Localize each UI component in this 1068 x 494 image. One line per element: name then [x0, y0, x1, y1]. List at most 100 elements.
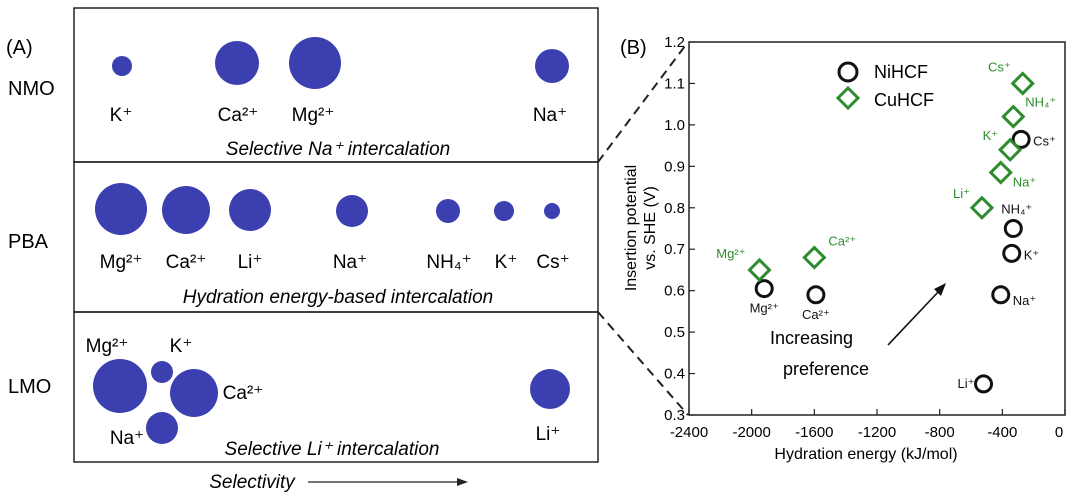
y-tick-label: 0.5	[664, 324, 685, 341]
y-tick-label: 0.4	[664, 366, 685, 383]
x-tick-label: -1600	[795, 424, 833, 441]
y-tick-label: 1.1	[664, 75, 685, 92]
point-nihcf	[1003, 219, 1023, 238]
sphere-pba-na	[336, 195, 368, 227]
sphere-pba-nh4	[436, 199, 460, 223]
ion-label-lmo-na: Na⁺	[110, 428, 144, 449]
sphere-pba-mg	[95, 183, 147, 235]
x-axis: -2400 -2000 -1600 -1200 -800 -400 0	[670, 409, 1066, 441]
point-nihcf	[1011, 129, 1031, 149]
sphere-lmo-k	[151, 361, 173, 383]
ion-label-pba-li: Li⁺	[238, 252, 263, 273]
y-tick-label: 0.3	[664, 407, 685, 424]
y-tick-label: 0.6	[664, 283, 685, 300]
sphere-pba-li	[229, 189, 271, 231]
legend-marker-cuhcf	[835, 85, 861, 111]
legend: NiHCF CuHCF	[835, 61, 934, 111]
caption-pba: Hydration energy-based intercalation	[183, 287, 494, 308]
point-label-nihcf: Li⁺	[958, 376, 975, 391]
point-label-cuhcf: Cs⁺	[988, 59, 1011, 74]
ion-label-lmo-ca: Ca²⁺	[223, 383, 264, 404]
point-label-cuhcf: Mg²⁺	[716, 246, 745, 261]
legend-label-cuhcf: CuHCF	[874, 90, 934, 110]
y-tick-label: 0.8	[664, 200, 685, 217]
x-axis-title: Hydration energy (kJ/mol)	[774, 446, 957, 463]
point-nihcf	[806, 285, 826, 305]
point-label-cuhcf: K⁺	[983, 128, 999, 143]
sphere-pba-k	[494, 201, 514, 221]
point-label-cuhcf: Ca²⁺	[828, 234, 856, 249]
caption-lmo: Selective Li⁺ intercalation	[225, 439, 440, 460]
ion-label-nmo-ca: Ca²⁺	[218, 105, 259, 126]
point-cuhcf	[969, 195, 995, 220]
ion-label-lmo-mg: Mg²⁺	[86, 336, 129, 357]
point-cuhcf	[988, 160, 1013, 185]
row-label-lmo: LMO	[8, 376, 51, 398]
caption-nmo: Selective Na⁺ intercalation	[226, 139, 450, 160]
x-tick-label: -2000	[732, 424, 770, 441]
point-label-cuhcf: NH₄⁺	[1025, 95, 1056, 110]
selectivity-label: Selectivity	[209, 472, 296, 493]
x-tick-label: 0	[1055, 424, 1063, 441]
ion-label-nmo-mg: Mg²⁺	[292, 105, 335, 126]
annotation-arrowhead	[934, 283, 946, 296]
row-label-nmo: NMO	[8, 78, 55, 100]
point-cuhcf	[802, 245, 827, 270]
point-nihcf	[1002, 243, 1022, 263]
point-label-nihcf: Cs⁺	[1033, 133, 1056, 148]
panel-a: (A) NMO PBA LMO K⁺ Ca²⁺ Mg²⁺ Na⁺ Selecti…	[6, 7, 599, 493]
chart-panel-b: (B) 0.3 0.4 0.5 0.6 0.7 0.8 0.9 1.0 1.1 1.2 -2400…	[620, 34, 1066, 463]
ion-label-pba-k: K⁺	[495, 252, 518, 273]
point-cuhcf	[998, 137, 1023, 162]
y-tick-label: 0.9	[664, 158, 685, 175]
selectivity-arrowhead	[457, 478, 468, 486]
ion-label-lmo-li: Li⁺	[536, 424, 561, 445]
zoom-line-top	[597, 41, 689, 163]
legend-marker-nihcf	[837, 61, 859, 83]
ion-label-nmo-na: Na⁺	[533, 105, 567, 126]
y-tick-label: 1.0	[664, 117, 685, 134]
point-cuhcf	[1001, 104, 1026, 129]
point-nihcf	[754, 279, 774, 299]
sphere-lmo-na	[146, 412, 178, 444]
zoom-line-bottom	[597, 311, 689, 416]
sphere-nmo-mg	[289, 37, 341, 89]
point-label-nihcf: Mg²⁺	[750, 301, 779, 316]
ion-label-pba-nh4: NH₄⁺	[426, 252, 471, 273]
ion-label-pba-cs: Cs⁺	[536, 252, 569, 273]
point-label-nihcf: NH₄⁺	[1001, 202, 1032, 217]
row-label-pba: PBA	[8, 231, 49, 253]
ion-label-nmo-k: K⁺	[110, 105, 133, 126]
ion-label-pba-na: Na⁺	[333, 252, 367, 273]
panel-a-label: (A)	[6, 37, 33, 59]
annotation-line2: preference	[783, 359, 869, 379]
sphere-lmo-li	[530, 369, 570, 409]
point-cuhcf	[1010, 71, 1035, 96]
sphere-nmo-ca	[215, 41, 259, 85]
y-tick-label: 1.2	[664, 34, 685, 51]
y-axis-title-line1: Insertion potential	[623, 165, 640, 291]
legend-label-nihcf: NiHCF	[874, 62, 928, 82]
point-label-cuhcf: Li⁺	[953, 186, 970, 201]
annotation-line1: Increasing	[770, 328, 853, 348]
sphere-pba-cs	[544, 203, 560, 219]
annotation-arrow	[887, 289, 941, 346]
ion-label-pba-ca: Ca²⁺	[166, 252, 207, 273]
data-points: Mg²⁺ Ca²⁺ Li⁺ Na⁺ K⁺ NH₄⁺ Cs⁺ Mg²⁺ Ca²⁺ Li⁺ Na⁺ K⁺ N…	[716, 59, 1056, 394]
point-nihcf	[974, 374, 994, 394]
point-label-nihcf: Ca²⁺	[802, 307, 830, 322]
x-tick-label: -800	[925, 424, 955, 441]
sphere-lmo-ca	[170, 369, 218, 417]
x-tick-label: -2400	[670, 424, 708, 441]
sphere-nmo-k	[112, 56, 132, 76]
x-tick-label: -400	[987, 424, 1017, 441]
ion-label-lmo-k: K⁺	[170, 336, 193, 357]
sphere-pba-ca	[162, 186, 210, 234]
sphere-lmo-mg	[93, 359, 147, 413]
y-axis-title-line2: vs. SHE (V)	[642, 186, 659, 270]
x-tick-label: -1200	[858, 424, 896, 441]
sphere-nmo-na	[535, 49, 569, 83]
point-nihcf	[991, 285, 1011, 305]
point-cuhcf	[747, 257, 772, 283]
